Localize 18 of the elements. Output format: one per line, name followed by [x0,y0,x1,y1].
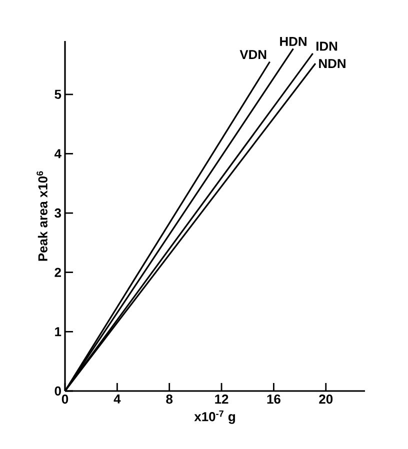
x-tick-label: 0 [62,394,68,404]
series-label: NDN [319,59,346,68]
x-tick-label: 16 [267,394,280,404]
y-tick-label: 0 [54,386,61,396]
series-label: IDN [316,42,338,51]
series-label: HDN [280,37,306,46]
x-tick-label: 20 [319,394,333,404]
x-axis-title: x10$^{-7}$ g [194,410,235,424]
x-tick-label: 4 [114,394,121,404]
x-tick-label: 8 [166,394,173,404]
x-tick-label: 12 [215,394,228,404]
y-tick-label: 4 [54,149,62,158]
y-tick-label: 5 [54,90,62,99]
y-tick-label: 1 [55,327,62,336]
y-tick-label: 2 [54,268,61,277]
y-axis-title: Peak area x10$^{6}$ [36,171,48,261]
series-label: VDN [240,50,266,59]
y-tick-label: 3 [54,208,62,218]
